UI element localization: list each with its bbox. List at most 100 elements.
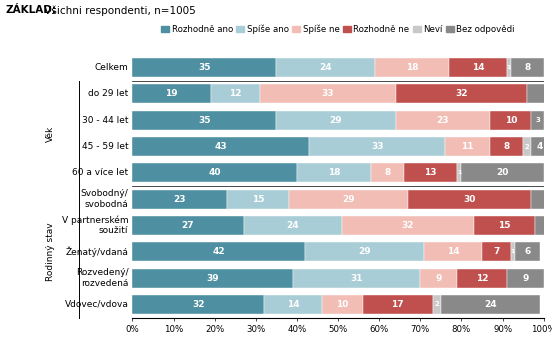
Bar	[523, 137, 532, 156]
Text: 13: 13	[548, 90, 552, 98]
Text: 8: 8	[384, 168, 391, 177]
Text: 35: 35	[198, 63, 211, 72]
Bar	[396, 111, 490, 130]
Text: 24: 24	[320, 63, 332, 72]
Bar	[515, 242, 540, 261]
Bar	[527, 84, 552, 103]
Text: 1: 1	[457, 170, 461, 176]
Text: 29: 29	[342, 195, 355, 204]
Bar	[511, 58, 544, 77]
Bar	[424, 242, 482, 261]
Bar	[363, 295, 433, 314]
Bar	[482, 242, 511, 261]
Bar	[532, 111, 544, 130]
Bar	[458, 269, 507, 288]
Bar	[132, 295, 264, 314]
Bar	[132, 137, 309, 156]
Text: Všichni respondenti, n=1005: Všichni respondenti, n=1005	[41, 5, 196, 16]
Text: 35: 35	[198, 116, 211, 125]
Bar	[132, 269, 293, 288]
Text: 14: 14	[447, 247, 460, 256]
Text: 40: 40	[209, 168, 221, 177]
Text: 32: 32	[402, 221, 414, 230]
Text: 8: 8	[524, 63, 530, 72]
Text: 33: 33	[322, 90, 334, 98]
Text: 32: 32	[455, 90, 468, 98]
Text: 27: 27	[182, 221, 194, 230]
Text: 3: 3	[535, 117, 540, 123]
Text: 14: 14	[286, 300, 299, 309]
Bar	[433, 295, 441, 314]
Bar	[305, 242, 424, 261]
Bar	[309, 137, 445, 156]
Text: 20: 20	[496, 168, 509, 177]
Text: 12: 12	[229, 90, 242, 98]
Bar	[277, 111, 396, 130]
Text: 6: 6	[524, 247, 530, 256]
Text: 4: 4	[537, 142, 543, 151]
Bar	[375, 58, 449, 77]
Text: 18: 18	[406, 63, 418, 72]
Bar	[243, 216, 342, 235]
Text: 23: 23	[173, 195, 186, 204]
Bar	[297, 163, 371, 182]
Bar	[507, 269, 544, 288]
Text: 10: 10	[505, 116, 517, 125]
Text: 1: 1	[511, 249, 515, 254]
Text: 32: 32	[192, 300, 205, 309]
Text: 14: 14	[471, 63, 484, 72]
Bar	[322, 295, 363, 314]
Bar	[132, 58, 277, 77]
Legend: Rozhodně ano, Spíše ano, Spíše ne, Rozhodně ne, Neví, Bez odpovědi: Rozhodně ano, Spíše ano, Spíše ne, Rozho…	[161, 25, 515, 34]
Bar	[342, 216, 474, 235]
Text: 8: 8	[503, 142, 510, 151]
Bar	[449, 58, 507, 77]
Bar	[532, 190, 552, 208]
Bar	[490, 137, 523, 156]
Bar	[289, 190, 408, 208]
Bar	[441, 295, 540, 314]
Bar	[211, 84, 260, 103]
Text: 31: 31	[351, 274, 363, 283]
Bar	[532, 137, 548, 156]
Text: 1: 1	[507, 65, 511, 70]
Text: 43: 43	[215, 142, 227, 151]
Text: Věk: Věk	[46, 125, 55, 141]
Bar	[461, 163, 544, 182]
Text: 29: 29	[358, 247, 371, 256]
Text: 2: 2	[434, 302, 439, 307]
Bar	[132, 163, 297, 182]
Text: 23: 23	[437, 116, 449, 125]
Text: 24: 24	[286, 221, 299, 230]
Bar	[408, 190, 532, 208]
Text: 39: 39	[206, 274, 219, 283]
Text: 2: 2	[525, 144, 530, 150]
Bar	[132, 111, 277, 130]
Bar	[293, 269, 421, 288]
Bar	[277, 58, 375, 77]
Bar	[132, 84, 211, 103]
Text: 42: 42	[213, 247, 225, 256]
Text: 19: 19	[165, 90, 178, 98]
Bar	[458, 163, 461, 182]
Text: 18: 18	[328, 168, 340, 177]
Bar	[490, 111, 532, 130]
Text: 33: 33	[371, 142, 384, 151]
Text: ZÁKLAD:: ZÁKLAD:	[6, 5, 56, 15]
Text: 24: 24	[484, 300, 497, 309]
Bar	[421, 269, 458, 288]
Text: 17: 17	[391, 300, 404, 309]
Bar	[445, 137, 490, 156]
Text: 11: 11	[548, 195, 552, 204]
Bar	[132, 242, 305, 261]
Text: 9: 9	[522, 274, 528, 283]
Text: 11: 11	[461, 142, 474, 151]
Bar	[371, 163, 404, 182]
Bar	[264, 295, 322, 314]
Bar	[404, 163, 458, 182]
Bar	[132, 216, 243, 235]
Text: 7: 7	[493, 247, 500, 256]
Text: 29: 29	[330, 116, 342, 125]
Text: 15: 15	[498, 221, 511, 230]
Bar	[474, 216, 535, 235]
